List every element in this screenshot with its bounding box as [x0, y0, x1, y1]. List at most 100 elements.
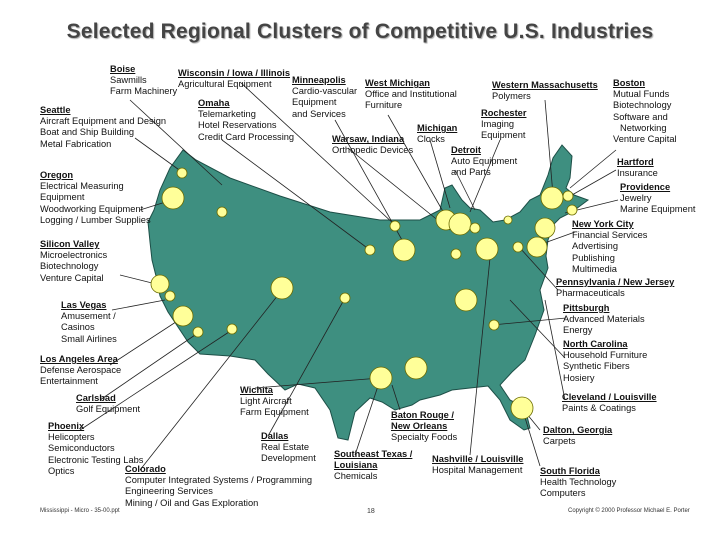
cluster-industry: Logging / Lumber Supplies	[40, 214, 151, 225]
cluster-industry: Aircraft Equipment and Design	[40, 116, 167, 127]
cluster-industry: Furniture	[365, 100, 403, 111]
cluster-dot	[404, 356, 428, 380]
cluster-name: New York City	[572, 219, 634, 229]
cluster-dot	[562, 190, 574, 202]
cluster-industry: Hospital Management	[432, 465, 523, 476]
cluster-industry: Energy	[563, 325, 593, 336]
cluster-industry: Computers	[540, 488, 586, 499]
cluster-industry: Carpets	[543, 436, 576, 447]
cluster-industry: Jewelry	[620, 193, 652, 204]
cluster-label-las-vegas: Las Vegas Amusement / Casinos Small Airl…	[61, 300, 117, 345]
cluster-industry: Equipment	[40, 192, 85, 203]
cluster-industry: Light Aircraft	[240, 396, 292, 407]
cluster-industry: Farm Machinery	[110, 86, 178, 97]
cluster-label-pennsylvania: Pennsylvania / New Jersey Pharmaceutical…	[556, 277, 674, 299]
cluster-dot	[369, 366, 393, 390]
cluster-name: Baton Rouge /	[391, 410, 455, 420]
cluster-industry: and Services	[292, 108, 346, 119]
cluster-industry: Networking	[620, 122, 667, 133]
cluster-name: Providence	[620, 182, 671, 192]
cluster-dot	[216, 206, 228, 218]
cluster-label-cleveland: Cleveland / Louisville Paints & Coatings	[562, 392, 657, 414]
footer-copyright: Copyright © 2000 Professor Michael E. Po…	[568, 508, 690, 514]
cluster-label-western-massachusetts: Western Massachusetts Polymers	[492, 80, 598, 102]
cluster-label-rochester: Rochester Imaging Equipment	[481, 108, 526, 142]
footer-filename: Mississippi - Micro - 35-00.ppt	[40, 508, 120, 514]
cluster-dot	[164, 290, 176, 302]
cluster-industry: Helicopters	[48, 432, 95, 443]
cluster-industry: Credit Card Processing	[198, 131, 295, 142]
cluster-label-west-michigan: West Michigan Office and Institutional F…	[365, 78, 457, 112]
cluster-dot	[469, 222, 481, 234]
cluster-industry: Engineering Services	[125, 486, 213, 497]
cluster-name: Pittsburgh	[563, 303, 610, 313]
cluster-dot	[150, 274, 170, 294]
cluster-industry: Mining / Oil and Gas Exploration	[125, 497, 259, 508]
cluster-dots	[150, 167, 578, 420]
cluster-name: Rochester	[481, 108, 527, 118]
cluster-label-wichita: Wichita Light Aircraft Farm Equipment	[240, 385, 309, 419]
cluster-dot	[226, 323, 238, 335]
cluster-dot	[540, 186, 564, 210]
cluster-name: South Florida	[540, 466, 600, 476]
leader-lines	[79, 81, 619, 471]
cluster-name: Southeast Texas /	[334, 449, 413, 459]
cluster-industry: Microelectronics	[40, 250, 108, 261]
cluster-label-boise: Boise Sawmills Farm Machinery	[110, 64, 177, 98]
page-title: Selected Regional Clusters of Competitiv…	[66, 20, 654, 43]
cluster-industry: Venture Capital	[613, 134, 677, 145]
cluster-label-hartford: Hartford Insurance	[617, 157, 658, 179]
cluster-industry: Clocks	[417, 134, 445, 145]
cluster-industry: Multimedia	[572, 263, 617, 274]
cluster-industry: Specialty Foods	[391, 432, 458, 443]
cluster-label-boston: Boston Mutual Funds Biotechnology Softwa…	[613, 78, 677, 145]
cluster-label-nashville: Nashville / Louisville Hospital Manageme…	[432, 454, 523, 476]
cluster-dot	[503, 215, 513, 225]
cluster-dot	[566, 204, 578, 216]
cluster-label-wisconsin: Wisconsin / Iowa / Illinois Agricultural…	[178, 68, 290, 90]
cluster-industry: Paints & Coatings	[562, 403, 636, 414]
cluster-industry: Equipment	[292, 97, 337, 108]
cluster-name: Carlsbad	[76, 393, 116, 403]
cluster-name: Colorado	[125, 464, 166, 474]
cluster-name: Oregon	[40, 170, 74, 180]
cluster-name: West Michigan	[365, 78, 430, 88]
cluster-dot	[270, 276, 294, 300]
cluster-industry: Computer Integrated Systems / Programmin…	[125, 475, 313, 486]
cluster-industry: Defense Aerospace	[40, 365, 122, 376]
cluster-industry: Advanced Materials	[563, 314, 645, 325]
cluster-dot	[339, 292, 351, 304]
cluster-industry: Sawmills	[110, 75, 147, 86]
cluster-dot	[488, 319, 500, 331]
cluster-industry: Biotechnology	[613, 100, 672, 111]
cluster-dot	[534, 217, 556, 239]
cluster-label-michigan: Michigan Clocks	[417, 123, 457, 145]
cluster-name: Wichita	[240, 385, 273, 395]
cluster-industry: Health Technology	[540, 477, 617, 488]
cluster-industry: Electronic Testing Labs	[48, 454, 144, 465]
cluster-label-north-carolina: North Carolina Household Furniture Synth…	[563, 339, 647, 384]
cluster-industry: Development	[261, 453, 316, 464]
cluster-industry: Semiconductors	[48, 443, 115, 454]
cluster-label-colorado: Colorado Computer Integrated Systems / P…	[125, 464, 312, 509]
cluster-name: Cleveland / Louisville	[562, 392, 657, 402]
us-mainland-shape	[147, 144, 590, 441]
cluster-industry: Metal Fabrication	[40, 138, 112, 149]
cluster-industry: Agricultural Equipment	[178, 79, 272, 90]
cluster-industry: Small Airlines	[61, 333, 117, 344]
cluster-industry: Auto Equipment	[451, 156, 518, 167]
cluster-dot	[510, 396, 534, 420]
cluster-industry: Pharmaceuticals	[556, 288, 625, 299]
cluster-name: Silicon Valley	[40, 239, 100, 249]
cluster-name-continued: New Orleans	[391, 421, 448, 432]
cluster-label-south-florida: South Florida Health Technology Computer…	[540, 466, 616, 500]
cluster-dot	[454, 288, 478, 312]
cluster-name: Pennsylvania / New Jersey	[556, 277, 675, 287]
cluster-name: Dalton, Georgia	[543, 425, 613, 435]
cluster-dot	[161, 186, 185, 210]
cluster-industry: Amusement /	[61, 311, 116, 322]
cluster-dot	[176, 167, 188, 179]
cluster-industry: Software and	[613, 111, 668, 122]
cluster-industry: Electrical Measuring	[40, 181, 124, 192]
cluster-dot	[526, 236, 548, 258]
